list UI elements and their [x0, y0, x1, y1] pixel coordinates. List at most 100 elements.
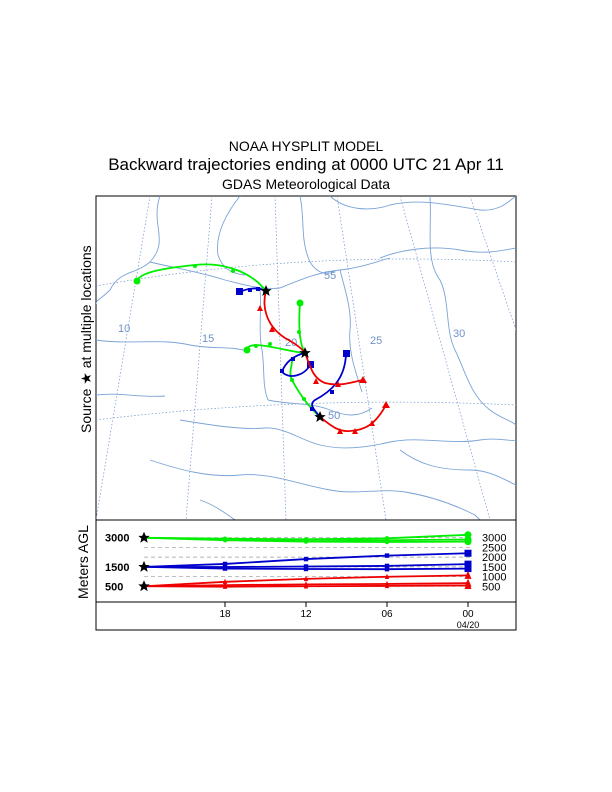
title-model: NOAA HYSPLIT MODEL	[228, 138, 384, 154]
series-point	[464, 538, 472, 546]
series-point	[303, 575, 309, 582]
height-start-stars	[138, 531, 150, 592]
start-star-icon	[138, 560, 150, 572]
series-point	[384, 539, 390, 545]
series-point	[384, 553, 390, 558]
map-point-red	[257, 305, 263, 311]
map-point-red	[369, 420, 375, 426]
map-point-blue	[310, 407, 314, 411]
source-star-2	[299, 347, 311, 358]
map-endpoint-green-2	[296, 299, 304, 307]
map-source-stars	[260, 285, 326, 422]
y-left-label: 500	[105, 581, 123, 593]
x-date-label: 04/20	[457, 620, 480, 630]
map-point-blue	[330, 390, 334, 394]
lon-label-25: 25	[370, 335, 382, 347]
series-point	[222, 578, 228, 585]
map-point-green	[290, 378, 294, 382]
map-point-red	[335, 381, 341, 387]
height-series-line	[143, 581, 472, 590]
map-markers-500m	[257, 305, 390, 434]
y-axis-left-labels: 3000 1500 500	[105, 533, 129, 594]
height-series-line	[143, 565, 472, 573]
map-trajectory-blue-3	[311, 353, 347, 418]
y-right-label: 500	[482, 581, 500, 593]
map-endpoint-blue-2	[307, 361, 314, 368]
series-point	[464, 560, 472, 568]
map-markers-1500m	[236, 287, 350, 411]
series-point	[222, 538, 228, 543]
map-trajectory-red-1	[263, 290, 306, 354]
series-point	[222, 583, 228, 589]
map-point-red	[352, 428, 358, 434]
start-star-icon	[138, 580, 150, 592]
map-point-green	[231, 269, 235, 273]
map-point-red	[269, 326, 275, 332]
x-tick-label: 00	[462, 609, 474, 620]
series-point	[464, 581, 472, 590]
series-point	[384, 566, 390, 572]
trajectory-map: 10 15 20 25 30 55 50	[95, 195, 517, 521]
title-trajectories: Backward trajectories ending at 0000 UTC…	[108, 155, 504, 174]
y-axis-title: Meters AGL	[75, 525, 91, 599]
map-point-green	[254, 344, 258, 348]
map-endpoint-blue-3	[343, 350, 350, 357]
series-point	[464, 565, 472, 573]
map-point-blue	[291, 357, 295, 361]
series-point	[464, 549, 472, 557]
series-point	[222, 566, 228, 571]
map-point-blue	[248, 288, 252, 292]
y-right-label: 2500	[482, 542, 506, 554]
series-point	[384, 573, 390, 579]
map-endpoint-green-3	[243, 346, 251, 354]
height-series-line	[143, 570, 472, 588]
start-star-icon	[138, 531, 150, 543]
coastlines	[96, 196, 516, 520]
height-series	[143, 531, 472, 590]
source-star-3	[314, 411, 326, 422]
y-left-label: 3000	[105, 533, 129, 545]
map-trajectories-500m	[263, 290, 387, 432]
lat-label-50: 50	[328, 410, 340, 422]
x-tick-label: 18	[219, 609, 231, 620]
y-right-label: 3000	[482, 533, 506, 545]
map-endpoint-red-1	[359, 376, 367, 383]
series-point	[303, 556, 309, 562]
series-point	[384, 582, 390, 589]
map-endpoint-red-2	[382, 401, 390, 408]
source-star-1	[260, 285, 272, 296]
map-point-green	[297, 330, 301, 334]
lon-label-10: 10	[118, 323, 130, 335]
y-left-label: 1500	[105, 562, 129, 574]
x-tick-label: 12	[300, 609, 312, 620]
title-met-data: GDAS Meteorological Data	[221, 176, 391, 192]
y-right-label: 1000	[482, 572, 506, 584]
y-right-label: 2000	[482, 552, 506, 564]
series-point	[464, 570, 472, 579]
series-point	[384, 563, 390, 569]
map-point-green	[193, 264, 197, 268]
map-point-red	[337, 428, 343, 434]
series-point	[303, 566, 309, 572]
lon-label-15: 15	[202, 333, 214, 345]
lat-label-55: 55	[324, 270, 336, 282]
map-point-green	[302, 397, 306, 401]
y-right-label: 1500	[482, 562, 506, 574]
series-point	[303, 583, 309, 589]
map-point-blue	[256, 287, 260, 291]
x-tick-label: 06	[381, 609, 393, 620]
series-point	[222, 561, 228, 567]
height-series-line	[143, 536, 472, 546]
map-point-blue	[280, 369, 284, 373]
map-markers-3000m	[133, 264, 306, 401]
map-endpoint-green-1	[133, 277, 141, 285]
lon-label-30: 30	[453, 328, 465, 340]
map-trajectory-red-2	[304, 352, 364, 386]
height-series-line	[143, 549, 472, 568]
map-trajectory-red-3	[319, 404, 387, 432]
graticule	[96, 196, 516, 520]
